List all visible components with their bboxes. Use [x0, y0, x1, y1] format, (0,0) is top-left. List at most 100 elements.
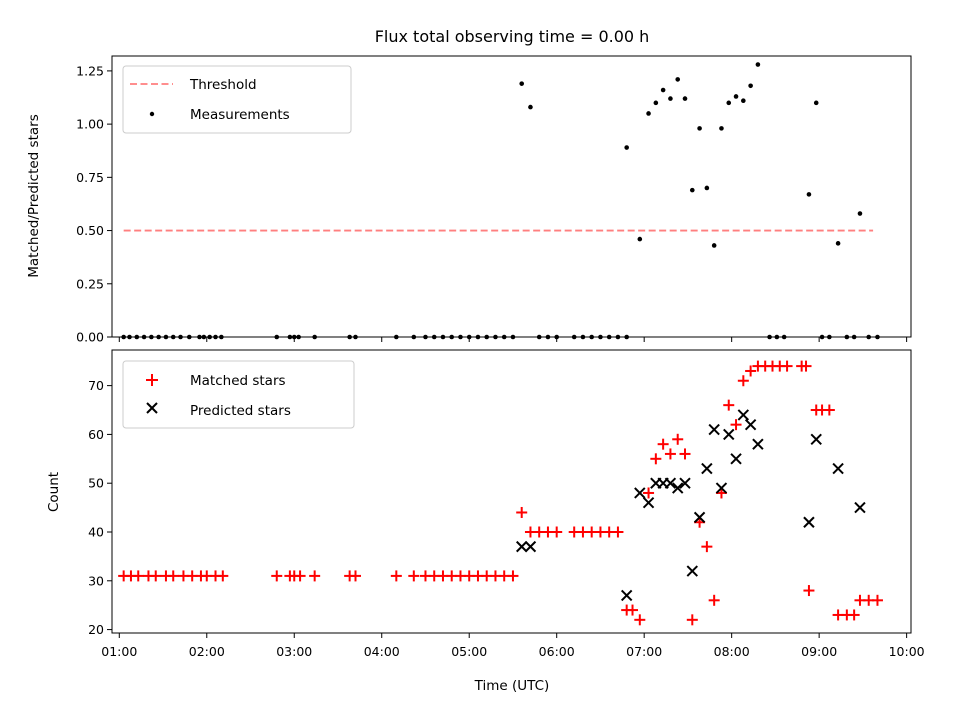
- predicted-star-point: [803, 516, 815, 528]
- measurement-point: [813, 100, 819, 106]
- measurement-point: [857, 211, 863, 216]
- x-tick-label: 05:00: [451, 644, 487, 659]
- measurement-point: [697, 126, 702, 131]
- measurement-point: [806, 192, 812, 197]
- matched-legend-swatch: [146, 374, 158, 386]
- predicted-star-point: [693, 511, 706, 524]
- bottom-axes-frame: [111, 349, 912, 634]
- x-tick-label: 10:00: [889, 644, 925, 659]
- bottom-y-tick-label: 40: [88, 524, 104, 539]
- matched-star-point: [408, 570, 420, 582]
- measurement-point: [675, 77, 681, 82]
- matched-star-point: [507, 570, 519, 582]
- matched-star-point: [650, 453, 662, 465]
- measurement-point: [668, 96, 673, 101]
- matched-star-point: [723, 399, 735, 411]
- matched-star-point: [643, 487, 655, 499]
- matched-star-point: [657, 438, 669, 450]
- matched-star-point: [730, 419, 742, 431]
- measurement-point: [835, 241, 841, 246]
- predicted-star-point: [672, 482, 684, 494]
- predicted-star-point: [715, 482, 728, 494]
- top-y-axis-label: Matched/Predicted stars: [26, 114, 42, 277]
- x-tick-label: 07:00: [626, 644, 662, 659]
- x-tick-label: 06:00: [539, 644, 575, 659]
- measurement-point: [704, 185, 710, 191]
- top-panel: Flux total observing time = 0.00 h Match…: [26, 27, 912, 345]
- matched-star-point: [390, 570, 402, 582]
- predicted-star-point: [854, 501, 866, 514]
- predicted-star-point: [620, 589, 633, 602]
- matched-star-point: [294, 570, 306, 582]
- top-y-tick-label: 1.00: [76, 117, 104, 132]
- top-legend-box: [122, 65, 352, 134]
- measurement-point: [755, 62, 761, 67]
- measurement-point: [748, 83, 753, 89]
- x-tick-label: 01:00: [101, 644, 137, 659]
- matched-star-point: [551, 526, 563, 538]
- bottom-y-axis-label: Count: [46, 472, 62, 512]
- matched-star-point: [309, 570, 321, 582]
- top-chart-title: Flux total observing time = 0.00 h: [375, 27, 650, 46]
- matched-star-point: [217, 570, 229, 582]
- x-tick-label: 08:00: [714, 644, 750, 659]
- predicted-star-point: [701, 462, 713, 475]
- measurement-point: [682, 96, 688, 101]
- top-legend: Threshold Measurements: [122, 65, 352, 134]
- top-y-tick-label: 0.75: [76, 170, 104, 185]
- measurement-point: [624, 145, 629, 150]
- predicted-star-point: [832, 462, 844, 475]
- top-y-ticks: 0.00 0.25 0.50 0.75 1.00 1.25: [76, 63, 112, 345]
- bottom-legend: Matched stars Predicted stars: [122, 360, 355, 429]
- matched-star-point: [803, 585, 815, 597]
- measurements-legend-label: Measurements: [190, 107, 290, 123]
- predicted-star-point: [664, 477, 677, 489]
- bottom-y-tick-label: 30: [88, 573, 104, 588]
- matched-star-point: [672, 433, 684, 445]
- matched-star-point: [800, 360, 812, 372]
- measurement-point: [646, 111, 651, 116]
- predicted-star-point: [730, 453, 742, 465]
- x-axis-label: Time (UTC): [474, 678, 550, 694]
- measurement-point: [660, 87, 666, 93]
- x-tick-label: 03:00: [276, 644, 312, 659]
- predicted-star-point: [634, 487, 646, 499]
- predicted-star-point: [744, 418, 757, 431]
- threshold-legend-label: Threshold: [189, 77, 257, 93]
- bottom-y-tick-label: 60: [88, 427, 104, 442]
- measurement-point: [519, 81, 525, 86]
- matched-legend-label: Matched stars: [190, 373, 286, 389]
- predicted-star-point: [708, 423, 720, 436]
- matched-star-point: [708, 594, 720, 606]
- predicted-star-point: [723, 428, 735, 441]
- matched-star-point: [612, 526, 624, 538]
- measurement-point: [719, 126, 724, 131]
- predicted-star-point: [737, 409, 750, 421]
- matched-star-point: [132, 570, 144, 582]
- x-tick-label: 04:00: [364, 644, 400, 659]
- matched-star-point: [627, 604, 639, 616]
- measurement-point: [528, 104, 533, 110]
- matched-star-point: [349, 570, 361, 582]
- predicted-star-point: [752, 438, 764, 450]
- predicted-star-point: [810, 433, 822, 445]
- bottom-plot-area: [118, 360, 883, 626]
- matched-star-point: [664, 448, 676, 460]
- matched-star-point: [150, 570, 162, 582]
- predicted-star-point: [515, 540, 528, 553]
- predicted-star-point: [686, 565, 699, 577]
- predicted-star-point: [642, 497, 655, 509]
- bottom-panel: Count Time (UTC) 20 30 40 50 60 70 01:00 02:00…: [46, 349, 925, 694]
- matched-star-point: [823, 404, 835, 416]
- predicted-legend-swatch: [146, 402, 158, 414]
- measurement-point: [653, 100, 659, 106]
- top-y-tick-label: 0.00: [76, 330, 104, 345]
- measurement-point: [689, 187, 695, 193]
- bottom-y-tick-label: 20: [88, 622, 104, 637]
- bottom-y-ticks: 20 30 40 50 60 70: [88, 378, 112, 637]
- bottom-y-tick-label: 70: [88, 378, 104, 393]
- matched-star-point: [781, 360, 793, 372]
- measurement-point: [726, 100, 732, 106]
- bottom-legend-box: [122, 360, 355, 429]
- bottom-y-tick-label: 50: [88, 476, 104, 491]
